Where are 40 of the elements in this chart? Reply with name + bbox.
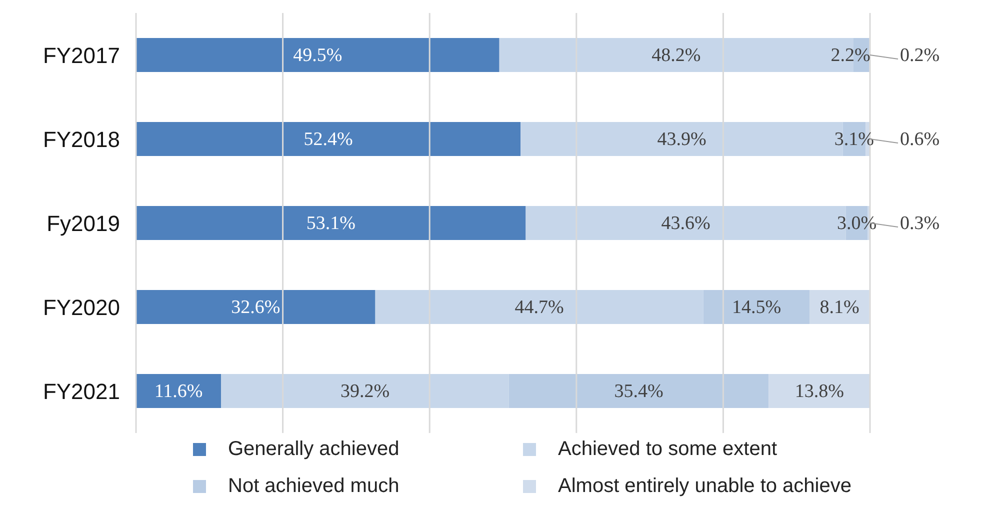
bar: [136, 38, 500, 72]
bar: [136, 374, 222, 408]
bar: [221, 374, 509, 408]
bar: [136, 206, 526, 240]
bar: [703, 290, 810, 324]
legend-label: Achieved to some extent: [558, 438, 778, 461]
bar: [768, 374, 870, 408]
data-label: 3.1%: [834, 129, 874, 150]
legend-label: Generally achieved: [228, 438, 400, 461]
bar: [810, 290, 870, 324]
bar: [508, 374, 769, 408]
bar: [136, 122, 521, 156]
legend-label: Almost entirely unable to achieve: [558, 475, 852, 498]
data-label: 35.4%: [614, 381, 664, 402]
data-label: 53.1%: [306, 213, 356, 234]
data-label: 44.7%: [514, 297, 564, 318]
data-label: 48.2%: [652, 45, 701, 66]
y-tick-label: FY2018: [42, 126, 120, 152]
data-label: 13.8%: [794, 381, 844, 402]
data-label: 52.4%: [304, 129, 354, 150]
legend-label: Not achieved much: [228, 475, 400, 498]
data-label: 11.6%: [154, 381, 203, 402]
data-label: 39.2%: [340, 381, 390, 402]
data-label: 2.2%: [830, 45, 870, 66]
y-tick-label: FY2020: [42, 294, 120, 320]
data-label: 0.2%: [900, 45, 940, 66]
data-label: 3.0%: [837, 213, 877, 234]
y-tick-label: Fy2019: [46, 210, 120, 236]
data-label: 32.6%: [231, 297, 280, 318]
y-tick-label: FY2021: [42, 378, 120, 404]
data-label: 0.6%: [900, 129, 940, 150]
data-label: 8.1%: [820, 297, 860, 318]
data-label: 0.3%: [900, 213, 940, 234]
data-label: 14.5%: [732, 297, 782, 318]
data-label: 43.9%: [657, 129, 706, 150]
y-tick-label: FY2017: [42, 42, 120, 68]
bar: [375, 290, 704, 324]
bar: [136, 290, 376, 324]
data-label: 49.5%: [293, 45, 342, 66]
data-label: 43.6%: [661, 213, 710, 234]
